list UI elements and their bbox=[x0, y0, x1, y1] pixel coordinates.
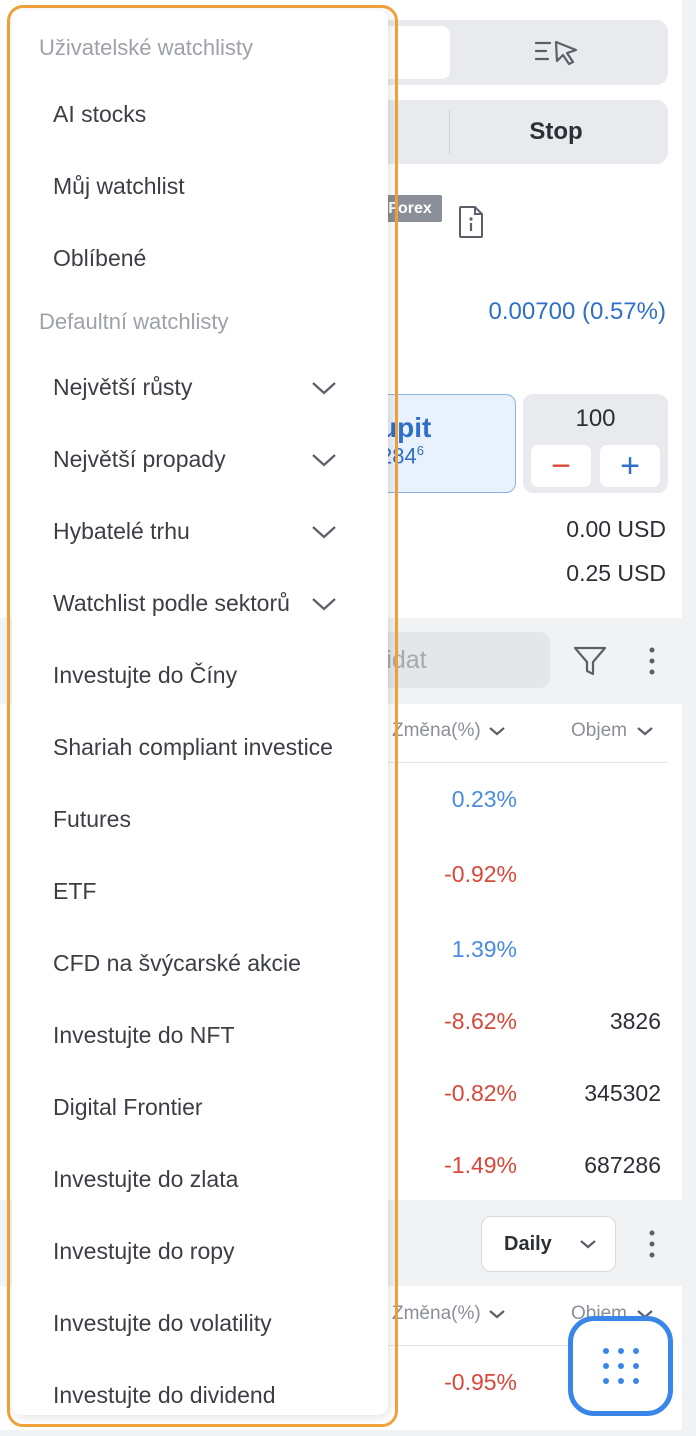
row-change: 0.23% bbox=[451, 786, 517, 812]
menu-item-nft[interactable]: Investujte do NFT bbox=[53, 1022, 235, 1048]
column-header-volume[interactable]: Objem bbox=[571, 720, 655, 742]
menu-item-gold[interactable]: Investujte do zlata bbox=[53, 1166, 239, 1192]
row-change: 1.39% bbox=[451, 936, 517, 962]
apps-button[interactable] bbox=[568, 1316, 673, 1416]
menu-item-volatility[interactable]: Investujte do volatility bbox=[53, 1310, 272, 1336]
quantity-value[interactable]: 100 bbox=[575, 405, 616, 432]
row-change: -0.82% bbox=[444, 1080, 517, 1106]
row-change: -8.62% bbox=[444, 1008, 517, 1034]
column-header-change[interactable]: Změna(%) bbox=[392, 720, 507, 742]
list-cursor-icon[interactable] bbox=[534, 36, 580, 68]
period-select[interactable]: Daily bbox=[481, 1216, 616, 1272]
menu-item-top-gainers[interactable]: Největší růsty bbox=[53, 374, 193, 400]
chevron-down-icon bbox=[580, 1240, 596, 1249]
menu-item-futures[interactable]: Futures bbox=[53, 806, 131, 832]
buy-label: upit bbox=[380, 412, 432, 443]
chevron-down-icon[interactable] bbox=[311, 380, 337, 396]
row-volume: 3826 bbox=[609, 1008, 661, 1034]
dropdown-highlight bbox=[7, 5, 398, 1427]
menu-item-market-movers[interactable]: Hybatelé trhu bbox=[53, 518, 190, 544]
row-change: -0.95% bbox=[444, 1369, 517, 1395]
menu-item-oil[interactable]: Investujte do ropy bbox=[53, 1238, 235, 1264]
divider bbox=[388, 1345, 668, 1346]
quantity-increase-button[interactable]: + bbox=[600, 445, 660, 487]
menu-item-top-losers[interactable]: Největší propady bbox=[53, 446, 226, 472]
row-change: -0.92% bbox=[444, 861, 517, 887]
usd-value-2: 0.25 USD bbox=[566, 560, 666, 586]
menu-item-digital-frontier[interactable]: Digital Frontier bbox=[53, 1094, 203, 1120]
menu-item-dividends[interactable]: Investujte do dividend bbox=[53, 1382, 276, 1408]
chevron-down-icon[interactable] bbox=[311, 524, 337, 540]
quantity-decrease-button[interactable]: − bbox=[531, 445, 591, 487]
column-header-change[interactable]: Změna(%) bbox=[392, 1303, 507, 1325]
section-title-default: Defaultní watchlisty bbox=[39, 309, 229, 334]
menu-item-sector-watchlist[interactable]: Watchlist podle sektorů bbox=[53, 590, 290, 616]
row-volume: 687286 bbox=[584, 1152, 661, 1178]
usd-value-1: 0.00 USD bbox=[566, 516, 666, 542]
forex-badge: Forex bbox=[378, 195, 442, 222]
menu-item-china[interactable]: Investujte do Číny bbox=[53, 662, 238, 688]
menu-item-favorites[interactable]: Oblíbené bbox=[53, 245, 147, 271]
switch-divider bbox=[449, 110, 450, 154]
row-volume: 345302 bbox=[584, 1080, 661, 1106]
menu-item-my-watchlist[interactable]: Můj watchlist bbox=[53, 173, 185, 199]
menu-item-etf[interactable]: ETF bbox=[53, 878, 97, 904]
chevron-down-icon bbox=[488, 727, 505, 736]
watchlist-dropdown: Uživatelské watchlisty AI stocks Můj wat… bbox=[12, 10, 388, 1415]
filter-icon[interactable] bbox=[572, 643, 608, 679]
more-options-icon[interactable] bbox=[640, 1228, 664, 1260]
divider bbox=[388, 762, 668, 763]
menu-item-shariah[interactable]: Shariah compliant investice bbox=[53, 734, 333, 760]
stop-tab[interactable]: Stop bbox=[529, 118, 583, 145]
chevron-down-icon bbox=[488, 1310, 505, 1319]
chevron-down-icon[interactable] bbox=[311, 452, 337, 468]
menu-item-ai-stocks[interactable]: AI stocks bbox=[53, 101, 147, 127]
price-change: 0.00700 (0.57%) bbox=[488, 298, 666, 325]
info-document-icon[interactable] bbox=[457, 205, 485, 239]
row-change: -1.49% bbox=[444, 1152, 517, 1178]
chevron-down-icon bbox=[637, 727, 653, 736]
chevron-down-icon[interactable] bbox=[311, 596, 337, 612]
more-options-icon[interactable] bbox=[640, 645, 664, 677]
section-title-user: Uživatelské watchlisty bbox=[39, 35, 253, 60]
menu-item-swiss-cfd[interactable]: CFD na švýcarské akcie bbox=[53, 950, 301, 976]
order-type-switch bbox=[360, 100, 668, 164]
grid-icon bbox=[603, 1348, 639, 1384]
